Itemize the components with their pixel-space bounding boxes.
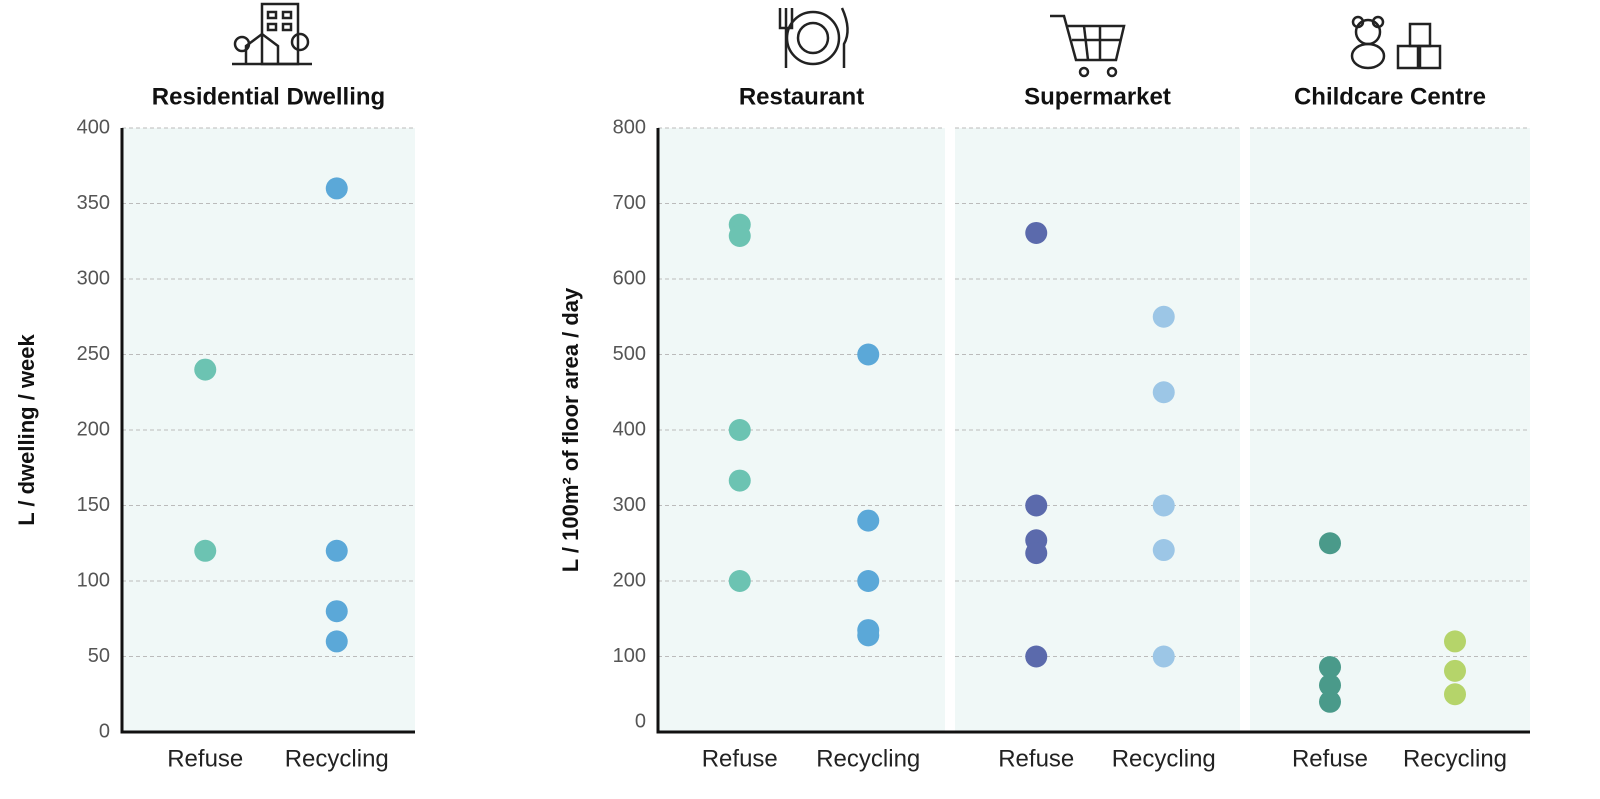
- y-tick-label: 400: [77, 116, 110, 138]
- data-point: [325, 630, 348, 653]
- y-tick-label: 300: [77, 267, 110, 289]
- x-tick-label: Refuse: [998, 745, 1074, 772]
- data-point: [1152, 381, 1175, 404]
- data-point: [1152, 645, 1175, 668]
- y-tick-label: 200: [613, 569, 646, 591]
- data-point: [1152, 539, 1175, 562]
- panel-title: Supermarket: [1024, 83, 1171, 110]
- data-point: [194, 539, 217, 562]
- data-point: [728, 419, 751, 441]
- panel-background: [122, 128, 415, 732]
- x-tick-label: Refuse: [702, 745, 778, 772]
- data-point: [325, 177, 348, 200]
- y-tick-label: 150: [77, 494, 110, 516]
- y-tick-label: 800: [613, 116, 646, 138]
- data-point: [1319, 690, 1341, 713]
- data-point: [728, 570, 751, 592]
- panel-title: Residential Dwelling: [152, 83, 385, 110]
- x-tick-label: Refuse: [167, 745, 243, 772]
- data-point: [1025, 645, 1048, 668]
- data-point: [728, 224, 751, 247]
- y-tick-label: 700: [613, 192, 646, 214]
- panel-title: Childcare Centre: [1294, 83, 1486, 110]
- data-point: [1025, 221, 1048, 244]
- data-point: [857, 624, 880, 647]
- data-point: [1152, 305, 1175, 328]
- data-point: [1444, 683, 1466, 706]
- y-tick-label: 500: [613, 343, 646, 365]
- data-point: [194, 358, 217, 381]
- y-tick-label: 350: [77, 192, 110, 214]
- y-tick-label: 300: [613, 494, 646, 516]
- data-point: [1444, 630, 1466, 653]
- toys-icon: [1350, 15, 1442, 70]
- restaurant-icon: [778, 7, 849, 68]
- y-tick-label: 100: [77, 569, 110, 591]
- y-tick-label: 0: [635, 710, 646, 732]
- y-axis-label: L / 100m² of floor area / day: [558, 287, 583, 572]
- x-tick-label: Recycling: [1403, 745, 1507, 772]
- y-tick-label: 50: [88, 645, 110, 667]
- panel-title: Restaurant: [739, 83, 864, 110]
- y-tick-label: 600: [613, 267, 646, 289]
- y-tick-label: 100: [613, 645, 646, 667]
- data-point: [1444, 659, 1466, 682]
- y-tick-label: 400: [613, 418, 646, 440]
- data-point: [1025, 542, 1048, 565]
- x-tick-label: Recycling: [816, 745, 920, 772]
- data-point: [1319, 674, 1341, 697]
- data-point: [1319, 532, 1341, 555]
- data-point: [857, 570, 880, 592]
- y-tick-label: 0: [99, 720, 110, 742]
- data-point: [857, 509, 880, 532]
- x-tick-label: Recycling: [285, 745, 389, 772]
- data-point: [1025, 494, 1048, 517]
- data-point: [325, 539, 348, 562]
- y-tick-label: 200: [77, 418, 110, 440]
- cart-icon: [1050, 14, 1126, 78]
- building-icon: [232, 2, 312, 66]
- data-point: [1319, 656, 1341, 679]
- x-tick-label: Recycling: [1112, 745, 1216, 772]
- data-point: [728, 469, 751, 492]
- data-point: [325, 600, 348, 623]
- y-tick-label: 250: [77, 343, 110, 365]
- y-axis-label: L / dwelling / week: [14, 333, 39, 525]
- data-point: [857, 343, 880, 366]
- data-point: [1152, 494, 1175, 517]
- x-tick-label: Refuse: [1292, 745, 1368, 772]
